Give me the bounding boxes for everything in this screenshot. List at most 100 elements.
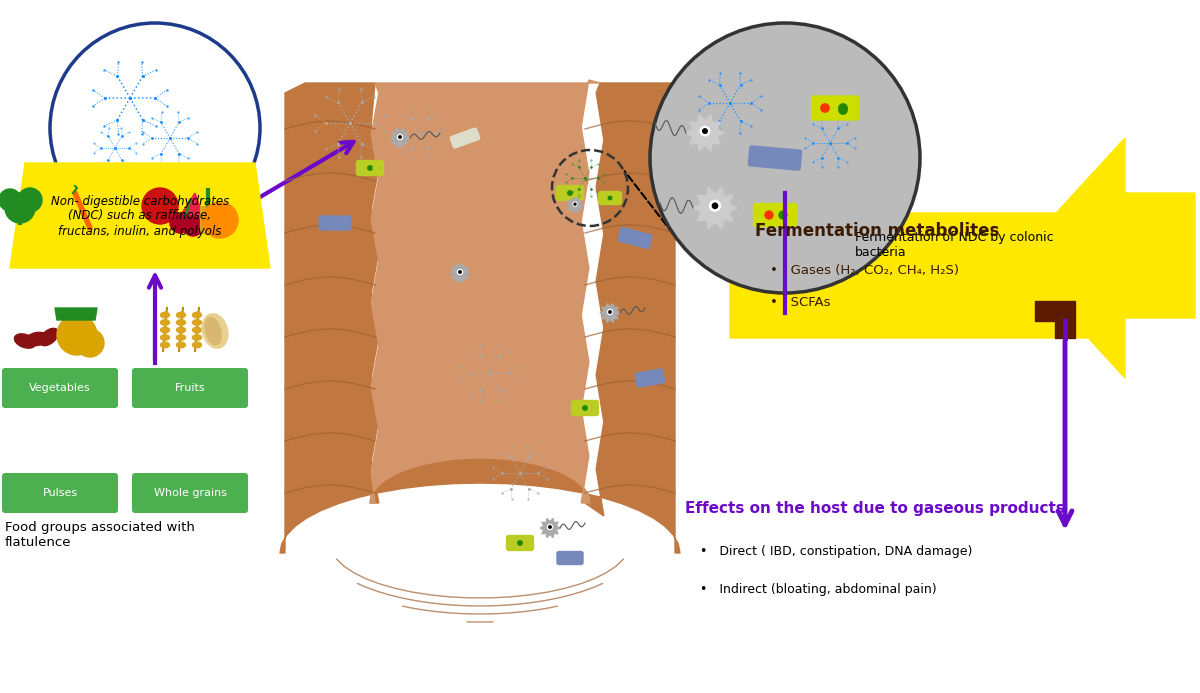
FancyBboxPatch shape xyxy=(811,96,858,120)
Ellipse shape xyxy=(192,342,202,348)
Text: •   Direct ( IBD, constipation, DNA damage): • Direct ( IBD, constipation, DNA damage… xyxy=(700,545,972,557)
FancyBboxPatch shape xyxy=(635,369,665,387)
Text: •   Gases (H₂, CO₂, CH₄, H₂S): • Gases (H₂, CO₂, CH₄, H₂S) xyxy=(770,265,959,277)
FancyBboxPatch shape xyxy=(2,473,118,513)
FancyBboxPatch shape xyxy=(618,227,652,249)
Polygon shape xyxy=(200,206,217,233)
Text: Vegetables: Vegetables xyxy=(29,383,91,393)
FancyBboxPatch shape xyxy=(2,368,118,408)
FancyBboxPatch shape xyxy=(506,536,534,550)
Ellipse shape xyxy=(176,327,186,333)
Circle shape xyxy=(397,134,402,139)
Polygon shape xyxy=(370,80,600,503)
Ellipse shape xyxy=(161,342,169,348)
Circle shape xyxy=(547,525,552,529)
Text: •   Indirect (bloating, abdominal pain): • Indirect (bloating, abdominal pain) xyxy=(700,583,937,595)
Circle shape xyxy=(568,191,572,195)
Text: Fermentation metabolites: Fermentation metabolites xyxy=(755,222,1000,240)
FancyBboxPatch shape xyxy=(599,191,622,204)
Ellipse shape xyxy=(161,319,169,325)
Polygon shape xyxy=(10,163,270,268)
Circle shape xyxy=(608,310,611,313)
Circle shape xyxy=(779,211,787,219)
Ellipse shape xyxy=(176,342,186,348)
Circle shape xyxy=(713,203,718,209)
Circle shape xyxy=(709,200,720,211)
Circle shape xyxy=(457,270,462,274)
Polygon shape xyxy=(390,128,410,148)
Ellipse shape xyxy=(192,319,202,325)
Ellipse shape xyxy=(202,314,228,348)
Circle shape xyxy=(0,189,22,211)
Polygon shape xyxy=(450,263,470,283)
Circle shape xyxy=(184,216,203,236)
Polygon shape xyxy=(600,304,620,322)
Polygon shape xyxy=(568,198,583,213)
Circle shape xyxy=(142,188,178,224)
Ellipse shape xyxy=(176,319,186,325)
Text: Effects on the host due to gaseous products: Effects on the host due to gaseous produ… xyxy=(685,500,1064,516)
Circle shape xyxy=(701,126,709,136)
Text: •   SCFAs: • SCFAs xyxy=(770,297,830,310)
Circle shape xyxy=(202,202,238,238)
Text: Non- digestible carbohydrates
(NDC) such as raffinose,
fructans, inulin, and pol: Non- digestible carbohydrates (NDC) such… xyxy=(50,195,229,238)
Ellipse shape xyxy=(192,327,202,333)
Polygon shape xyxy=(686,115,724,151)
Text: Food groups associated with
flatulence: Food groups associated with flatulence xyxy=(5,521,194,549)
Ellipse shape xyxy=(161,327,169,333)
Circle shape xyxy=(766,211,773,219)
Ellipse shape xyxy=(34,204,56,222)
Polygon shape xyxy=(730,213,1090,338)
Ellipse shape xyxy=(176,335,186,340)
Ellipse shape xyxy=(205,317,221,344)
FancyBboxPatch shape xyxy=(754,204,797,227)
Circle shape xyxy=(574,203,576,205)
FancyBboxPatch shape xyxy=(557,186,583,200)
Polygon shape xyxy=(540,518,560,538)
Circle shape xyxy=(368,166,372,170)
Circle shape xyxy=(518,541,522,545)
Circle shape xyxy=(650,23,920,293)
Text: Pulses: Pulses xyxy=(42,488,78,498)
Ellipse shape xyxy=(192,335,202,340)
FancyBboxPatch shape xyxy=(749,146,802,170)
Ellipse shape xyxy=(14,334,36,348)
Circle shape xyxy=(398,136,401,138)
Circle shape xyxy=(18,188,42,212)
Ellipse shape xyxy=(161,335,169,340)
FancyBboxPatch shape xyxy=(557,552,583,565)
Ellipse shape xyxy=(161,313,169,318)
Circle shape xyxy=(839,106,847,114)
FancyBboxPatch shape xyxy=(356,161,384,175)
Polygon shape xyxy=(1034,301,1075,338)
Text: Fruits: Fruits xyxy=(175,383,205,393)
Circle shape xyxy=(5,193,35,223)
FancyBboxPatch shape xyxy=(132,368,248,408)
Circle shape xyxy=(76,329,104,357)
Circle shape xyxy=(458,271,461,273)
Circle shape xyxy=(703,129,707,133)
Text: Whole grains: Whole grains xyxy=(154,488,227,498)
Polygon shape xyxy=(55,308,97,320)
Polygon shape xyxy=(694,187,737,229)
Polygon shape xyxy=(1015,138,1195,378)
Polygon shape xyxy=(180,193,203,216)
Circle shape xyxy=(607,310,612,315)
Circle shape xyxy=(583,406,587,410)
Ellipse shape xyxy=(40,328,59,346)
Text: Fermentation of NDC by colonic
bacteria: Fermentation of NDC by colonic bacteria xyxy=(856,231,1054,259)
Polygon shape xyxy=(280,83,680,553)
Circle shape xyxy=(608,196,612,200)
FancyBboxPatch shape xyxy=(571,401,599,416)
FancyBboxPatch shape xyxy=(450,128,480,148)
Circle shape xyxy=(839,104,847,112)
Circle shape xyxy=(574,202,577,207)
Ellipse shape xyxy=(176,313,186,318)
FancyBboxPatch shape xyxy=(319,216,352,230)
Ellipse shape xyxy=(192,313,202,318)
Ellipse shape xyxy=(28,199,62,227)
Circle shape xyxy=(548,526,551,528)
Circle shape xyxy=(821,104,829,112)
Circle shape xyxy=(58,315,97,355)
Ellipse shape xyxy=(26,333,48,346)
